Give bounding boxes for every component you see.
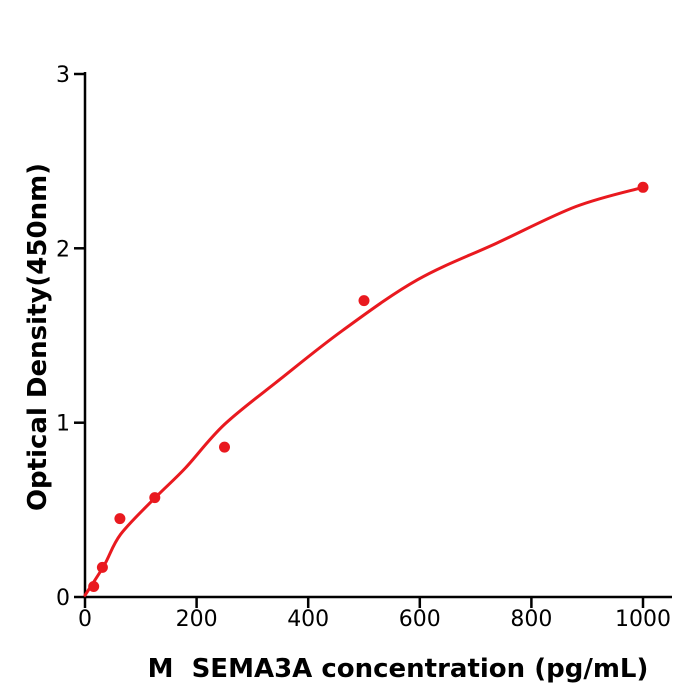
data-point (88, 581, 100, 592)
data-point (149, 492, 161, 504)
data-point (219, 441, 230, 453)
x-axis-title: M SEMA3A concentration (pg/mL) (148, 654, 649, 684)
x-axis-tick-label: 800 (510, 607, 552, 632)
y-axis-title: Optical Density(450nm) (23, 163, 53, 511)
y-axis-tick-label: 0 (56, 586, 70, 611)
x-axis-tick-label: 400 (287, 607, 329, 632)
data-series (83, 181, 649, 597)
data-point (96, 561, 108, 573)
y-axis-tick-label: 3 (56, 63, 70, 88)
y-axis-tick-label: 1 (56, 412, 70, 437)
x-axis-tick-label: 200 (176, 607, 218, 632)
axes: 0 200 400 600 800 1000 0 1 2 3 (56, 63, 672, 632)
data-point (358, 295, 370, 307)
data-point (114, 513, 126, 525)
x-axis-tick-label: 600 (399, 607, 441, 632)
x-axis-tick-label: 0 (78, 607, 92, 632)
fit-curve (83, 185, 645, 597)
x-axis-tick-label: 1000 (615, 607, 671, 632)
data-point (637, 181, 649, 193)
y-axis-tick-label: 2 (56, 237, 70, 262)
